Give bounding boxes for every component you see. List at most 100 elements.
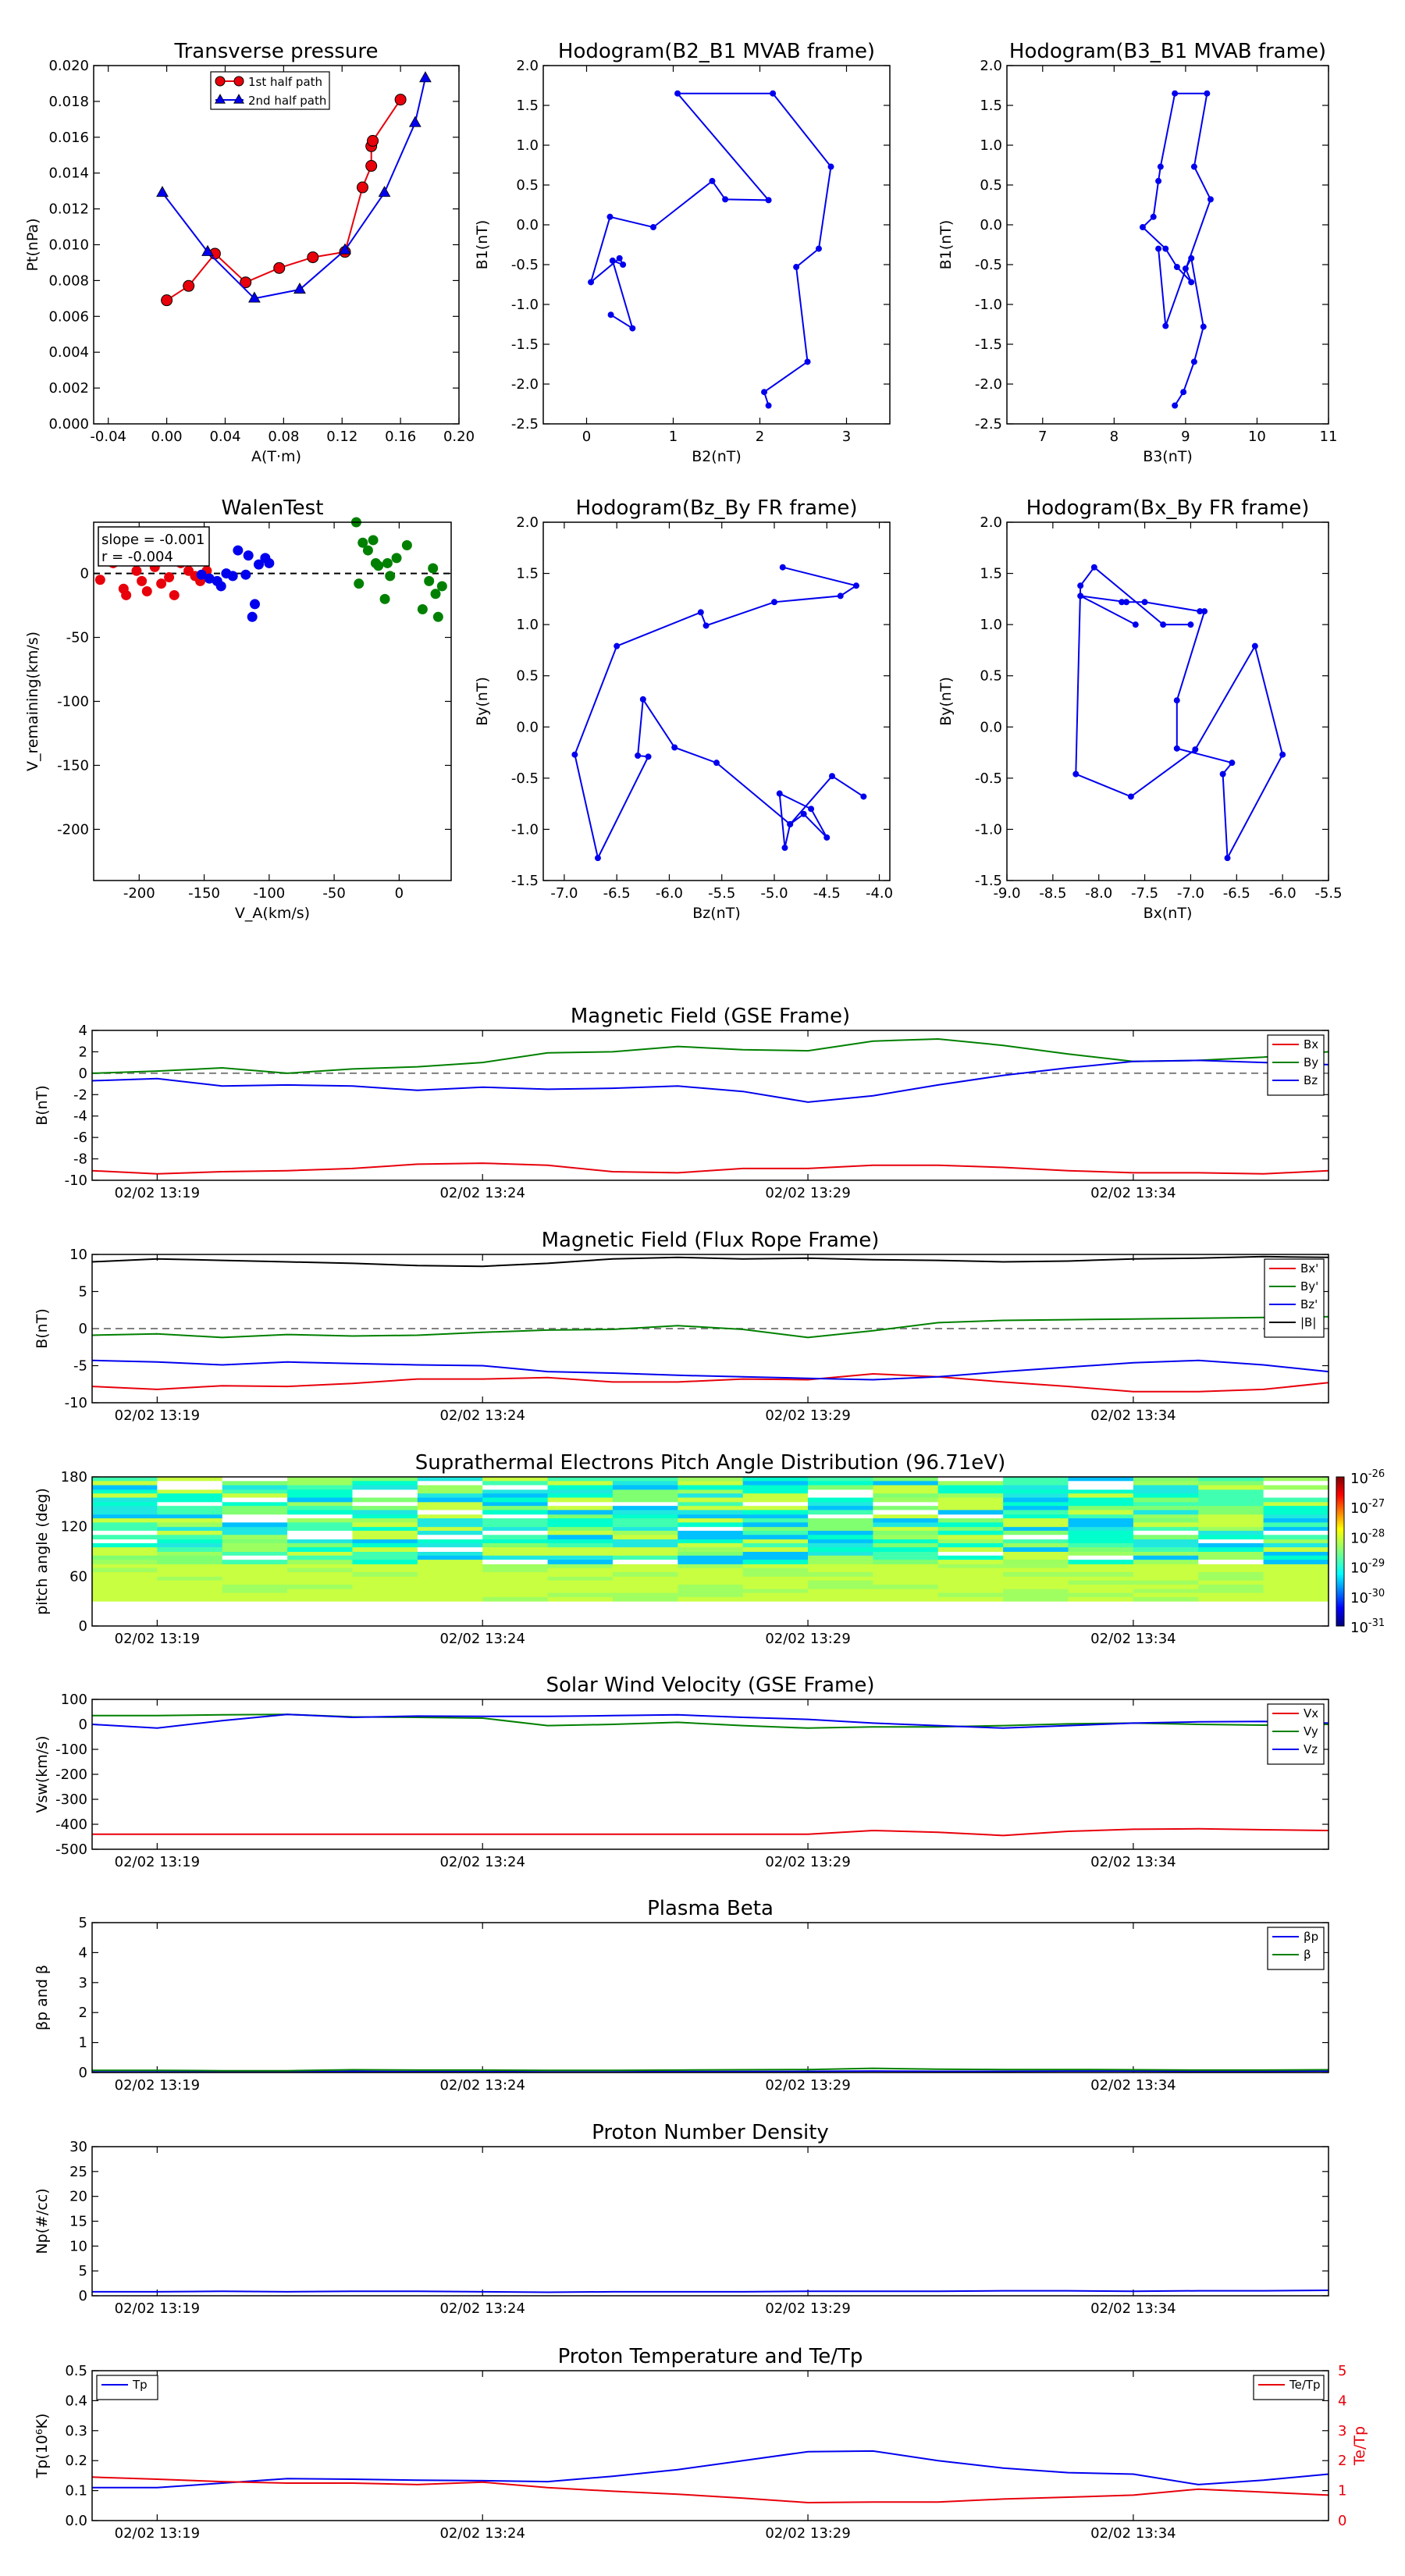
axes-frame — [91, 1699, 1329, 1850]
heatmap-cell — [937, 1542, 1004, 1548]
data-point — [607, 311, 614, 318]
data-point — [156, 186, 169, 197]
data-point — [247, 611, 258, 622]
panel-title: Proton Temperature and Te/Tp — [558, 2345, 863, 2368]
panel-vsw: Solar Wind Velocity (GSE Frame) Vsw(km/s)… — [34, 1674, 1329, 1870]
h3-xtick-label: -4.5 — [813, 885, 841, 902]
heatmap-cell — [482, 1580, 549, 1585]
h2-ytick-label: -2.5 — [975, 416, 1002, 432]
heatmap-cell — [1198, 1555, 1264, 1560]
heatmap-cell — [157, 1497, 223, 1503]
legend: Bx By Bz — [1267, 1034, 1325, 1096]
heatmap-cell — [352, 1584, 418, 1589]
data-point — [378, 186, 391, 197]
axes-frame — [91, 1254, 1329, 1404]
heatmap-cell — [1198, 1572, 1264, 1577]
data-point — [1192, 746, 1199, 753]
heatmap-cell — [1198, 1551, 1264, 1557]
heatmap-cell — [92, 1522, 158, 1528]
panel-title: Magnetic Field (Flux Rope Frame) — [542, 1229, 880, 1252]
time-tick-label: 02/02 13:19 — [115, 1854, 200, 1870]
heatmap-cell — [417, 1481, 483, 1486]
heatmap-cell — [547, 1510, 614, 1515]
h1-ytick-label: 1.0 — [516, 137, 539, 154]
heatmap-cell — [157, 1584, 223, 1589]
series-line-Bz — [91, 1059, 1329, 1103]
temp-ytick-label: 0.4 — [65, 2393, 87, 2409]
tp-ytick-label: 0.006 — [48, 308, 89, 325]
data-point — [365, 160, 378, 173]
heatmap-cell — [352, 1580, 418, 1585]
tp-ytick-label: 0.004 — [48, 344, 89, 361]
heatmap-cell — [547, 1572, 614, 1577]
heatmap-cell — [417, 1564, 483, 1569]
time-tick-label: 02/02 13:29 — [765, 1631, 850, 1647]
heatmap-cell — [1068, 1501, 1134, 1507]
heatmap-cell — [547, 1514, 614, 1519]
heatmap-cell — [678, 1506, 744, 1510]
colorbar-tick-label: 10-30 — [1350, 1588, 1385, 1606]
data-point — [815, 245, 822, 252]
heatmap-cell — [937, 1485, 1004, 1490]
colorbar-tick-label: 10-28 — [1350, 1528, 1385, 1546]
heatmap-cell — [157, 1551, 223, 1557]
data-point — [1090, 564, 1097, 571]
heatmap-cell — [92, 1539, 158, 1544]
heatmap-cell — [1198, 1481, 1264, 1486]
data-point — [1072, 770, 1080, 777]
heatmap-cell — [222, 1522, 288, 1528]
h1-ytick-label: -1.5 — [511, 336, 539, 353]
h4-xtick-label: -7.0 — [1177, 885, 1204, 902]
heatmap-cell — [742, 1518, 809, 1523]
heatmap-cell — [742, 1596, 809, 1602]
series-line-Np — [92, 2290, 1329, 2293]
heatmap-cell — [547, 1560, 614, 1564]
data-point — [1188, 254, 1195, 262]
heatmap-cell — [612, 1485, 678, 1490]
data-point — [1200, 323, 1207, 330]
heatmap-cell — [1003, 1535, 1069, 1540]
h4-ytick-label: -1.5 — [975, 873, 1002, 889]
heatmap-cell — [873, 1551, 939, 1557]
heatmap-cell — [1263, 1477, 1329, 1482]
y-axis-label: V_remaining(km/s) — [24, 632, 41, 771]
walen-ytick-label: -100 — [57, 694, 89, 710]
bfr-ytick-label: 0 — [79, 1321, 87, 1337]
heatmap-cell — [742, 1481, 809, 1486]
tp-ytick-label: 0.018 — [48, 94, 89, 110]
heatmap-cell — [417, 1560, 483, 1564]
heatmap-cell — [287, 1580, 353, 1585]
heatmap-cell — [352, 1596, 418, 1602]
legend-label: Vx — [1304, 1706, 1318, 1720]
heatmap-cell — [287, 1510, 353, 1515]
heatmap-cell — [1198, 1547, 1264, 1552]
bfr-ytick-label: 5 — [79, 1284, 87, 1300]
data-point — [1204, 90, 1211, 97]
heatmap-cell — [482, 1592, 549, 1598]
heatmap-cell — [1003, 1551, 1069, 1557]
tp-xtick-label: 0.08 — [268, 429, 299, 445]
time-tick-label: 02/02 13:19 — [115, 1185, 200, 1201]
legend-marker — [233, 76, 244, 87]
h1-ytick-label: -2.5 — [511, 416, 539, 432]
heatmap-cell — [157, 1592, 223, 1598]
legend-box — [1253, 2375, 1325, 2400]
heatmap-cell — [1133, 1564, 1199, 1569]
heatmap-cell — [612, 1535, 678, 1540]
np-ytick-label: 15 — [69, 2214, 87, 2230]
temp-ytick-label: 0.1 — [65, 2483, 87, 2500]
heatmap-cell — [352, 1518, 418, 1523]
heatmap-cell — [937, 1530, 1004, 1535]
data-point — [1172, 90, 1179, 97]
heatmap-cell — [1263, 1589, 1329, 1594]
data-point — [1162, 245, 1169, 252]
tp-xtick-label: 0.12 — [326, 429, 357, 445]
data-point — [121, 589, 132, 600]
heatmap-cell — [937, 1572, 1004, 1577]
data-point — [761, 389, 768, 396]
vsw-ytick-label: -100 — [55, 1742, 87, 1758]
legend-marker — [233, 94, 244, 104]
h4-xtick-label: -5.5 — [1314, 885, 1342, 902]
heatmap-cell — [1003, 1497, 1069, 1503]
heatmap-cell — [1263, 1580, 1329, 1585]
